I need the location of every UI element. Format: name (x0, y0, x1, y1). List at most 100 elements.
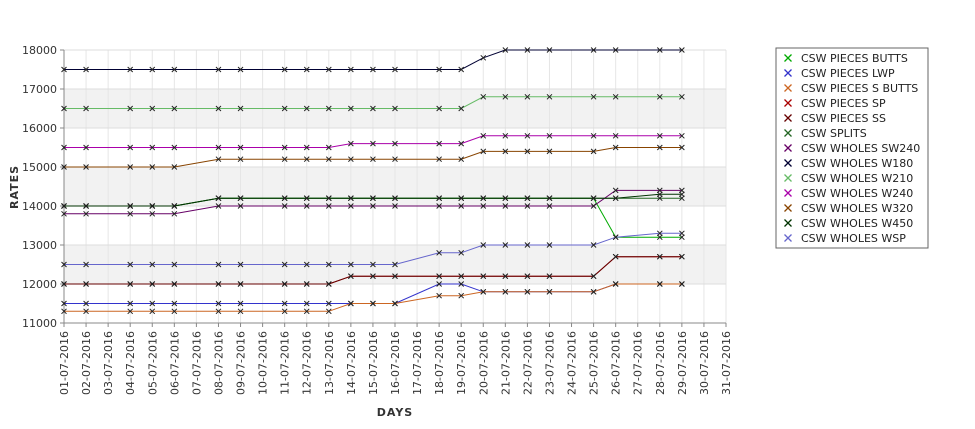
data-point-marker (370, 261, 376, 268)
data-point-marker (83, 66, 89, 73)
data-point-marker (281, 300, 288, 307)
y-tick-label: 15000 (22, 161, 57, 174)
x-tick-label: 03-07-2016 (102, 331, 115, 395)
data-point-marker (458, 249, 465, 256)
data-point-marker (127, 203, 134, 209)
data-point-marker (83, 203, 89, 209)
data-point-marker (127, 105, 134, 112)
data-point-marker (325, 308, 332, 315)
data-point-marker (237, 156, 244, 163)
data-point-marker (61, 105, 67, 112)
data-point-marker (348, 203, 354, 209)
data-point-marker (127, 300, 134, 307)
data-point-marker (171, 203, 178, 209)
data-point-marker (546, 148, 553, 155)
x-tick-label: 11-07-2016 (279, 331, 292, 395)
data-point-marker (215, 66, 222, 73)
x-tick-label: 30-07-2016 (698, 331, 711, 395)
x-tick-label: 09-07-2016 (235, 331, 248, 395)
data-point-marker (237, 195, 244, 202)
x-axis-title: DAYS (377, 406, 413, 419)
data-point-marker (524, 93, 531, 100)
data-point-marker (83, 164, 89, 170)
data-point-marker (436, 281, 442, 287)
x-tick-label: 04-07-2016 (124, 331, 137, 395)
x-tick-label: 05-07-2016 (146, 331, 159, 395)
legend-item-label: CSW WHOLES W450 (801, 217, 913, 230)
y-tick-label: 17000 (22, 83, 57, 96)
data-point-marker (325, 105, 332, 112)
legend-item-label: CSW PIECES LWP (801, 67, 895, 80)
data-point-marker (392, 156, 398, 163)
x-tick-label: 15-07-2016 (367, 331, 380, 395)
data-point-marker (237, 261, 244, 268)
data-point-marker (392, 273, 398, 280)
data-point-marker (303, 300, 310, 307)
data-point-marker (392, 105, 398, 112)
data-point-marker (612, 281, 619, 287)
data-point-marker (612, 253, 619, 260)
data-point-marker (237, 281, 244, 287)
data-point-marker (61, 203, 67, 209)
data-point-marker (612, 234, 619, 241)
data-point-marker (348, 156, 354, 163)
data-point-marker (370, 300, 376, 307)
y-tick-label: 13000 (22, 239, 57, 252)
data-point-marker (458, 281, 465, 287)
y-axis-title: RATES (8, 165, 21, 209)
x-tick-labels: 01-07-2016 02-07-2016 03-07-2016 04-07-2016… (58, 331, 733, 395)
data-point-marker (480, 288, 487, 295)
data-point-marker (348, 300, 354, 307)
data-point-marker (127, 261, 134, 268)
data-point-marker (348, 273, 354, 280)
data-point-marker (656, 253, 663, 260)
data-point-marker (590, 47, 597, 53)
data-point-marker (502, 148, 509, 155)
data-point-marker (303, 261, 310, 268)
data-point-marker (237, 300, 244, 307)
data-point-marker (61, 66, 67, 73)
x-tick-label: 25-07-2016 (588, 331, 601, 395)
data-point-marker (458, 195, 465, 202)
data-point-marker (370, 140, 376, 147)
data-point-marker (546, 242, 553, 248)
data-point-marker (348, 261, 354, 268)
x-tick-label: 16-07-2016 (389, 331, 402, 395)
data-point-marker (546, 273, 553, 280)
data-point-marker (83, 144, 89, 151)
data-point-marker (370, 203, 376, 209)
data-point-marker (679, 93, 685, 100)
y-tick-label: 14000 (22, 200, 57, 213)
data-point-marker (215, 105, 222, 112)
data-point-marker (480, 203, 487, 209)
data-point-marker (612, 47, 619, 53)
data-point-marker (656, 281, 663, 287)
data-point-marker (325, 144, 332, 151)
y-tick-label: 11000 (22, 317, 57, 330)
data-point-marker (612, 195, 619, 202)
data-point-marker (171, 281, 178, 287)
data-point-marker (679, 281, 685, 287)
data-point-marker (458, 105, 465, 112)
data-point-marker (127, 281, 134, 287)
data-point-marker (458, 273, 465, 280)
data-point-marker (325, 261, 332, 268)
legend-marker (784, 144, 792, 152)
legend-marker (784, 204, 792, 212)
data-point-marker (612, 144, 619, 151)
data-point-marker (370, 66, 376, 73)
data-point-marker (590, 195, 597, 202)
data-point-marker (325, 203, 332, 209)
legend-marker (784, 129, 792, 137)
data-point-marker (458, 140, 465, 147)
data-point-marker (325, 66, 332, 73)
data-point-marker (303, 105, 310, 112)
data-point-marker (149, 105, 156, 112)
data-point-marker (458, 66, 465, 73)
data-point-marker (656, 191, 663, 198)
data-point-marker (303, 308, 310, 315)
data-point-marker (524, 47, 531, 53)
data-point-marker (281, 66, 288, 73)
legend-item-label: CSW PIECES SP (801, 97, 886, 110)
